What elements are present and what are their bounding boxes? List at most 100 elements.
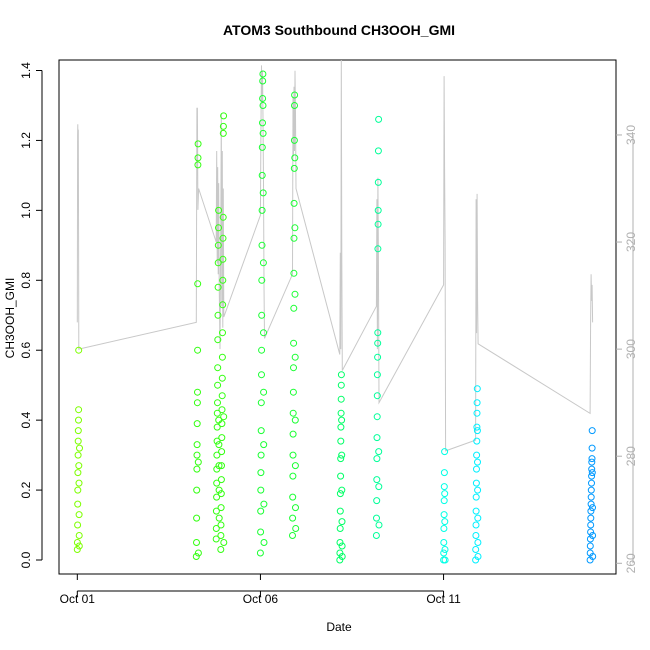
data-point xyxy=(588,479,595,487)
data-point xyxy=(374,147,382,155)
data-point xyxy=(588,427,596,435)
data-point xyxy=(74,521,82,529)
data-point xyxy=(217,532,225,539)
data-point xyxy=(473,399,481,407)
data-point xyxy=(473,437,481,445)
data-point xyxy=(214,241,222,249)
scatter-point-layer xyxy=(73,70,597,564)
data-point xyxy=(373,371,381,379)
data-point xyxy=(213,409,221,417)
data-point xyxy=(260,500,268,508)
data-point xyxy=(219,329,226,337)
data-point xyxy=(212,507,220,515)
data-point xyxy=(337,423,345,431)
data-point xyxy=(213,423,221,431)
data-point xyxy=(474,514,482,522)
data-point xyxy=(259,189,267,197)
data-point xyxy=(218,353,226,361)
data-point xyxy=(218,374,226,382)
data-point xyxy=(587,493,595,501)
data-point xyxy=(258,241,266,249)
data-point xyxy=(373,514,380,522)
data-point xyxy=(257,451,265,459)
data-point xyxy=(194,458,202,466)
data-point xyxy=(587,507,595,515)
data-point xyxy=(194,140,202,148)
data-point xyxy=(74,486,82,494)
data-point xyxy=(336,507,344,515)
data-point xyxy=(75,532,83,539)
data-point xyxy=(74,427,82,435)
data-point xyxy=(213,479,221,487)
data-point xyxy=(74,500,82,508)
data-point xyxy=(194,154,202,162)
data-point xyxy=(440,497,448,505)
data-point xyxy=(215,486,223,494)
data-point xyxy=(193,514,201,522)
data-point xyxy=(217,521,225,529)
data-point xyxy=(373,497,381,505)
data-point xyxy=(586,542,594,550)
y-axis-label: CH3OOH_GMI xyxy=(3,278,17,359)
data-point xyxy=(74,437,82,445)
y-tick-label: 1.2 xyxy=(19,132,33,149)
data-point xyxy=(218,448,226,456)
right-axis-line-layer xyxy=(76,59,594,452)
data-point xyxy=(194,388,201,396)
data-point xyxy=(440,469,448,477)
data-point xyxy=(218,420,226,428)
data-point xyxy=(218,434,226,442)
data-point xyxy=(338,542,346,550)
data-point xyxy=(193,420,201,428)
data-point xyxy=(472,493,480,501)
data-point xyxy=(220,413,228,421)
data-point xyxy=(290,364,297,372)
data-point xyxy=(212,535,220,543)
x-tick-label: Oct 01 xyxy=(60,592,96,606)
data-point xyxy=(291,102,298,109)
series-line xyxy=(76,59,594,452)
data-point xyxy=(374,178,382,186)
data-point xyxy=(213,465,221,473)
data-point xyxy=(472,521,480,529)
data-point xyxy=(290,164,298,172)
data-point xyxy=(337,455,345,463)
data-point xyxy=(472,532,480,539)
data-point xyxy=(194,161,202,169)
data-point xyxy=(219,301,227,309)
data-point xyxy=(214,381,222,389)
data-point xyxy=(215,224,222,232)
y2-tick-label: 320 xyxy=(624,232,638,252)
data-point xyxy=(219,234,227,242)
data-point xyxy=(193,539,200,546)
data-point xyxy=(587,528,595,536)
data-point xyxy=(290,136,298,144)
data-point xyxy=(440,483,448,491)
data-point xyxy=(260,388,268,396)
data-point xyxy=(338,553,346,560)
data-point xyxy=(440,549,448,557)
data-point xyxy=(338,518,346,526)
data-point xyxy=(212,525,220,532)
data-point xyxy=(259,77,267,85)
data-point xyxy=(289,472,297,480)
data-point xyxy=(217,504,225,512)
data-point xyxy=(472,556,480,564)
data-point xyxy=(75,511,83,519)
data-point xyxy=(291,154,299,162)
data-point xyxy=(589,532,597,539)
data-point xyxy=(290,199,298,207)
data-point xyxy=(374,245,382,253)
data-point xyxy=(336,490,344,498)
data-point xyxy=(258,371,265,379)
data-point xyxy=(193,441,201,449)
data-point xyxy=(589,553,597,560)
data-point xyxy=(289,409,297,417)
data-point xyxy=(289,451,297,459)
data-point xyxy=(473,427,481,435)
data-point xyxy=(291,416,299,424)
data-point xyxy=(440,511,448,519)
data-point xyxy=(213,437,221,445)
data-point xyxy=(338,416,346,424)
